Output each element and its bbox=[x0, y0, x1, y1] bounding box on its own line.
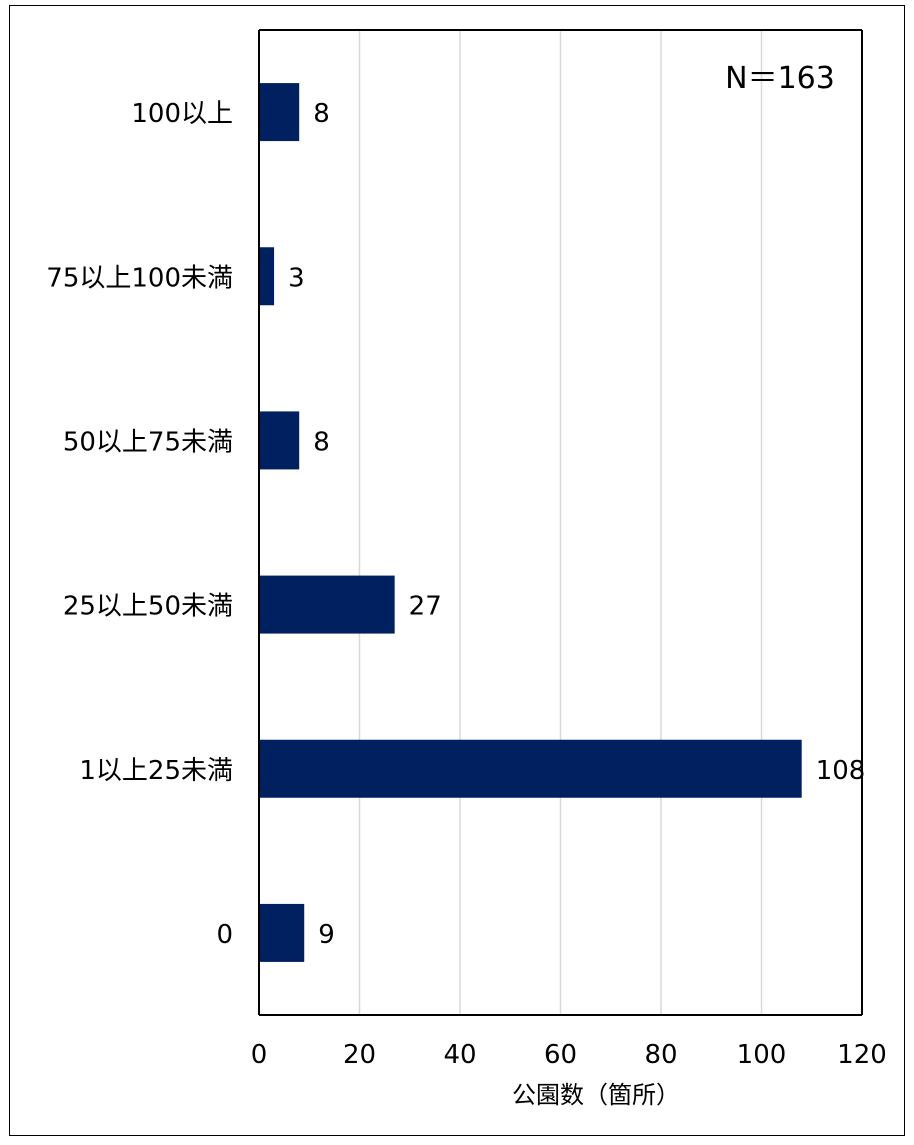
category-label: 1以上25未満 bbox=[79, 756, 233, 786]
x-tick-label: 40 bbox=[443, 1040, 476, 1070]
category-label: 25以上50未満 bbox=[63, 592, 233, 622]
x-tick-label: 20 bbox=[343, 1040, 376, 1070]
bar bbox=[259, 411, 300, 470]
category-label: 100以上 bbox=[131, 99, 233, 129]
x-tick-label: 120 bbox=[837, 1040, 887, 1070]
chart-frame bbox=[9, 5, 905, 1136]
bar bbox=[259, 83, 300, 142]
x-tick-label: 80 bbox=[644, 1040, 677, 1070]
bar bbox=[259, 739, 802, 798]
axes bbox=[258, 29, 863, 1016]
value-label: 9 bbox=[318, 920, 335, 950]
value-label: 8 bbox=[313, 427, 330, 457]
x-tick-label: 0 bbox=[251, 1040, 268, 1070]
value-label: 108 bbox=[816, 756, 866, 786]
category-label: 50以上75未満 bbox=[63, 427, 233, 457]
x-tick-label: 60 bbox=[544, 1040, 577, 1070]
category-label: 75以上100未満 bbox=[46, 263, 233, 293]
value-label: 27 bbox=[409, 592, 442, 622]
bar bbox=[259, 575, 395, 634]
value-label: 8 bbox=[313, 99, 330, 129]
bar bbox=[259, 903, 305, 962]
sample-size-annotation: N＝163 bbox=[725, 61, 835, 96]
bars bbox=[259, 83, 802, 962]
gridlines bbox=[358, 30, 863, 1015]
value-label: 3 bbox=[288, 263, 305, 293]
bar bbox=[259, 247, 275, 306]
category-label: 0 bbox=[216, 920, 233, 950]
x-tick-label: 100 bbox=[737, 1040, 787, 1070]
x-axis-title: 公園数（箇所） bbox=[512, 1081, 680, 1109]
